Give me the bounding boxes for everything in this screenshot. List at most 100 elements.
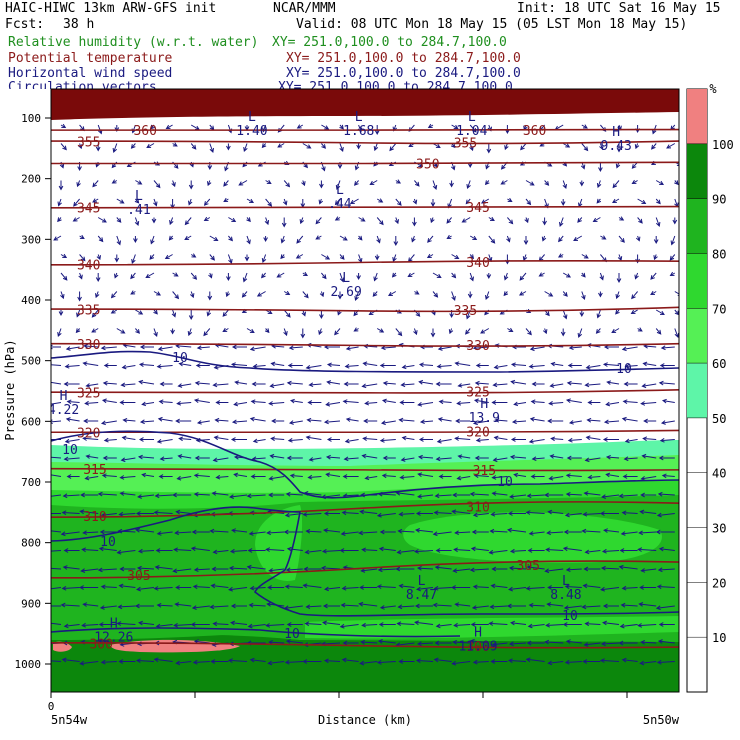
- colorbar-bin-70: [687, 253, 707, 309]
- circulation-vector: [430, 199, 436, 208]
- extremum-value-5: 9.43: [601, 139, 632, 154]
- circulation-vector: [475, 363, 489, 368]
- circulation-vector: [51, 550, 62, 552]
- wind-label-10-3: 10: [497, 475, 513, 490]
- theta-contour-315: [51, 467, 679, 472]
- circulation-vector: [583, 491, 601, 496]
- theta-label-310-1: 310: [466, 500, 489, 515]
- circulation-vector: [577, 328, 583, 338]
- circulation-vector: [376, 217, 384, 226]
- circulation-vector: [233, 472, 248, 478]
- circulation-vector: [196, 420, 210, 425]
- circulation-vector: [116, 235, 121, 246]
- circulation-vector: [618, 493, 638, 499]
- circulation-vector: [451, 291, 456, 301]
- circulation-vector: [315, 235, 322, 240]
- theta-contour-330: [51, 342, 679, 347]
- circulation-vector: [190, 143, 197, 150]
- circulation-vector: [451, 124, 459, 130]
- circulation-vector: [305, 604, 322, 610]
- circulation-vector: [354, 180, 359, 186]
- circulation-vector: [674, 328, 679, 338]
- circulation-vector: [581, 604, 601, 610]
- circulation-vector: [170, 328, 175, 335]
- circulation-vector: [615, 291, 620, 300]
- circulation-vector: [97, 491, 117, 497]
- circulation-vector: [102, 380, 117, 386]
- circulation-vector: [178, 436, 192, 442]
- circulation-vector: [531, 381, 545, 387]
- circulation-vector: [281, 217, 287, 228]
- circulation-vector: [79, 660, 99, 666]
- theta-label-345-0: 345: [77, 202, 100, 217]
- circulation-vector: [343, 381, 359, 387]
- circulation-vector: [491, 642, 508, 647]
- y-tick-label-600: 600: [21, 415, 41, 428]
- circulation-vector: [364, 400, 378, 406]
- circulation-vector: [337, 291, 343, 300]
- circulation-vector: [265, 623, 285, 628]
- circulation-vector: [322, 620, 341, 626]
- circulation-vector: [184, 217, 192, 226]
- circulation-vector: [97, 235, 104, 243]
- theta-label-305-0: 305: [127, 569, 150, 584]
- circulation-vector: [598, 291, 603, 298]
- circulation-vector: [492, 382, 508, 388]
- rh-colorbar: 10 20 30 40 50 60 70 80 90 100: [686, 88, 734, 693]
- circulation-vector: [661, 398, 675, 404]
- circulation-vector: [600, 586, 620, 592]
- circulation-vector: [564, 512, 582, 518]
- circulation-vector: [296, 124, 304, 129]
- circulation-vector: [91, 309, 99, 318]
- circulation-vector: [485, 291, 490, 300]
- circulation-vector: [430, 217, 435, 224]
- circulation-vector: [192, 584, 210, 590]
- circulation-vector: [565, 398, 582, 403]
- circulation-vector: [528, 439, 545, 444]
- circulation-vector: [528, 364, 545, 369]
- circulation-vector: [438, 474, 452, 479]
- extremum-value-0: .41: [127, 203, 150, 218]
- circulation-vector: [382, 380, 396, 386]
- circulation-vector: [599, 658, 620, 663]
- circulation-vector: [57, 198, 62, 207]
- circulation-vector: [505, 125, 510, 135]
- circulation-vector: [566, 380, 582, 386]
- circulation-vector: [345, 346, 359, 351]
- circulation-vector: [433, 510, 452, 516]
- circulation-vector: [361, 383, 378, 389]
- circulation-vector: [62, 565, 80, 570]
- circulation-vector: [188, 310, 194, 321]
- circulation-vector: [378, 622, 396, 627]
- circulation-vector: [427, 235, 434, 243]
- circulation-vector: [559, 217, 564, 227]
- circulation-vector: [581, 528, 601, 534]
- circulation-vector: [100, 659, 117, 665]
- extremum-H-8: H: [110, 617, 118, 632]
- circulation-vector: [513, 401, 527, 407]
- circulation-vector: [474, 455, 489, 461]
- circulation-vector: [472, 420, 489, 426]
- circulation-vector: [117, 604, 136, 610]
- circulation-vector: [251, 381, 266, 387]
- circulation-vector: [287, 363, 303, 368]
- circulation-vector: [488, 549, 508, 555]
- circulation-vector: [57, 217, 62, 223]
- circulation-vector: [465, 328, 471, 335]
- circulation-vector: [271, 418, 285, 424]
- circulation-vector: [637, 327, 643, 332]
- circulation-vector: [451, 509, 471, 515]
- circulation-vector: [191, 605, 210, 610]
- circulation-vector: [315, 217, 322, 225]
- circulation-vector: [638, 602, 657, 607]
- circulation-vector: [241, 291, 248, 298]
- theta-contour-305: [51, 560, 679, 579]
- circulation-vector: [470, 546, 489, 552]
- circulation-vector: [658, 380, 675, 386]
- circulation-vector: [451, 272, 457, 279]
- circulation-vector: [506, 603, 526, 609]
- circulation-vector: [120, 382, 136, 388]
- circulation-vector: [513, 472, 527, 478]
- circulation-vector: [60, 143, 67, 151]
- circulation-vector: [51, 587, 62, 590]
